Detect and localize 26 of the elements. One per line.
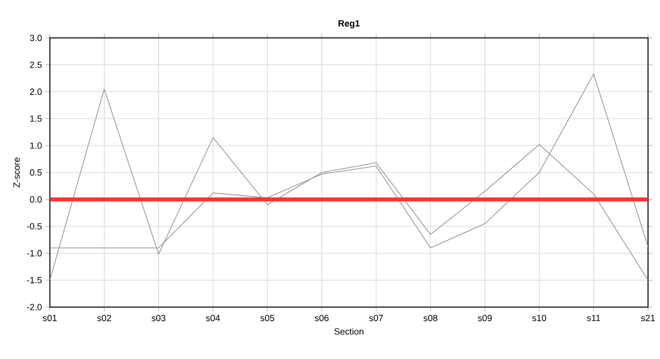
x-tick-label: s07	[369, 314, 383, 322]
x-tick-label: s11	[587, 314, 600, 322]
y-tick-label: 0.5	[30, 169, 42, 176]
x-tick-label: s01	[42, 314, 57, 322]
x-tick-label: s10	[532, 314, 546, 322]
x-tick-label: s02	[97, 314, 112, 322]
x-tick-label: s21	[641, 314, 655, 322]
y-tick-label: 0.0	[30, 196, 42, 203]
y-tick-label: 1.0	[30, 142, 42, 149]
y-tick-label: -1.5	[27, 277, 42, 284]
x-tick-label: s05	[260, 314, 274, 322]
y-tick-label: -2.0	[27, 304, 42, 310]
x-tick-label: s03	[152, 314, 166, 322]
y-tick-label: 2.0	[30, 88, 42, 95]
y-tick-label: 2.5	[30, 62, 42, 68]
chart-title: Reg1	[338, 20, 360, 28]
y-axis-title: Z-score	[14, 158, 20, 188]
y-tick-label: 3.0	[30, 34, 42, 42]
x-axis-title: Section	[334, 328, 364, 335]
y-tick-label: -0.5	[27, 223, 42, 230]
x-tick-label: s09	[478, 314, 492, 322]
y-tick-label: -1.0	[27, 250, 42, 256]
x-tick-label: s08	[424, 314, 438, 322]
x-tick-label: s06	[314, 314, 329, 322]
x-tick-label: s04	[206, 314, 220, 322]
y-tick-label: 1.5	[30, 116, 42, 122]
